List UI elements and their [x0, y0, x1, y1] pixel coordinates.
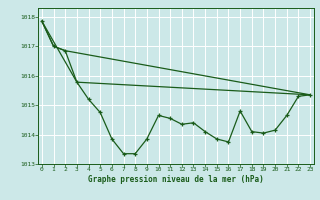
X-axis label: Graphe pression niveau de la mer (hPa): Graphe pression niveau de la mer (hPa): [88, 175, 264, 184]
